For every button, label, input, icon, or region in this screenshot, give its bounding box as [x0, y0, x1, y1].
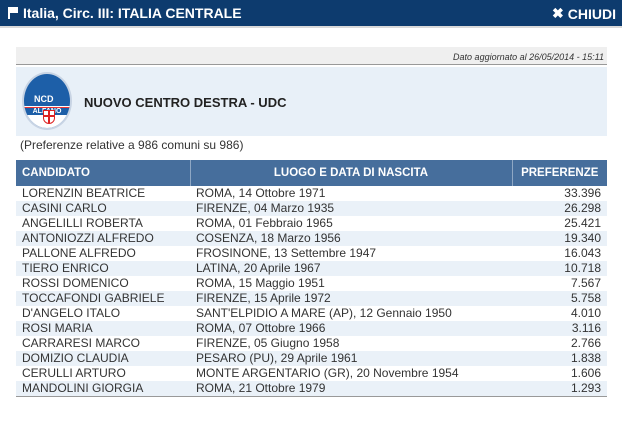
preferences: 1.293	[570, 381, 601, 395]
preferences: 10.718	[564, 261, 601, 275]
title-bar: Italia, Circ. III: ITALIA CENTRALE ✖ CHI…	[0, 0, 622, 28]
table-row: ANGELILLI ROBERTA ROMA, 01 Febbraio 1965 2…	[16, 216, 607, 231]
close-icon: ✖	[552, 5, 564, 21]
birth-info: ROMA, 14 Ottobre 1971	[196, 186, 326, 200]
shield-icon	[43, 110, 55, 124]
birth-info: SANT'ELPIDIO A MARE (AP), 12 Gennaio 195…	[196, 306, 452, 320]
birth-info: COSENZA, 18 Marzo 1956	[196, 231, 341, 245]
table-row: CARRARESI MARCO FIRENZE, 05 Giugno 1958 2.…	[16, 336, 607, 351]
party-header: NCDALFANO NUOVO CENTRO DESTRA - UDC	[16, 67, 607, 136]
column-header-candidato: CANDIDATO	[16, 160, 190, 186]
birth-info: LATINA, 20 Aprile 1967	[196, 261, 321, 275]
close-button[interactable]: ✖ CHIUDI	[552, 5, 616, 22]
preferences: 25.421	[564, 216, 601, 230]
table-row: CASINI CARLO FIRENZE, 04 Marzo 1935 26.298	[16, 201, 607, 216]
preferences: 16.043	[564, 246, 601, 260]
candidate-name: PALLONE ALFREDO	[22, 246, 136, 260]
window-title: Italia, Circ. III: ITALIA CENTRALE	[8, 5, 242, 21]
close-label: CHIUDI	[567, 5, 616, 22]
candidates-table: CANDIDATO LUOGO E DATA DI NASCITA PREFER…	[16, 160, 607, 397]
table-row: MANDOLINI GIORGIA ROMA, 21 Ottobre 1979 1.…	[16, 381, 607, 397]
preferences: 19.340	[564, 231, 601, 245]
birth-info: FIRENZE, 15 Aprile 1972	[196, 291, 331, 305]
column-header-preferenze: PREFERENZE	[511, 160, 607, 186]
candidate-name: LORENZIN BEATRICE	[22, 186, 146, 200]
candidate-name: ANGELILLI ROBERTA	[22, 216, 143, 230]
column-header-luogo: LUOGO E DATA DI NASCITA	[189, 160, 512, 186]
preferences: 1.606	[570, 366, 601, 380]
preferences: 1.838	[570, 351, 601, 365]
party-logo: NCDALFANO	[22, 72, 72, 130]
preferences-note: (Preferenze relative a 986 comuni su 986…	[20, 138, 244, 152]
birth-info: ROMA, 21 Ottobre 1979	[196, 381, 326, 395]
birth-info: ROMA, 01 Febbraio 1965	[196, 216, 333, 230]
candidate-name: ROSI MARIA	[22, 321, 93, 335]
preferences: 7.567	[570, 276, 601, 290]
preferences: 4.010	[570, 306, 601, 320]
candidate-name: DOMIZIO CLAUDIA	[22, 351, 129, 365]
preferences: 5.758	[570, 291, 601, 305]
update-info: Dato aggiornato al 26/05/2014 - 15:11	[16, 47, 607, 65]
candidate-name: CASINI CARLO	[22, 201, 107, 215]
birth-info: ROMA, 07 Ottobre 1966	[196, 321, 326, 335]
birth-info: ROMA, 15 Maggio 1951	[196, 276, 325, 290]
preferences: 3.116	[571, 321, 601, 335]
candidate-name: CERULLI ARTURO	[22, 366, 126, 380]
title-text: Italia, Circ. III: ITALIA CENTRALE	[23, 5, 242, 21]
table-row: CERULLI ARTURO MONTE ARGENTARIO (GR), 20 …	[16, 366, 607, 381]
table-row: TOCCAFONDI GABRIELE FIRENZE, 15 Aprile 19…	[16, 291, 607, 306]
table-row: TIERO ENRICO LATINA, 20 Aprile 1967 10.718	[16, 261, 607, 276]
table-row: D'ANGELO ITALO SANT'ELPIDIO A MARE (AP), …	[16, 306, 607, 321]
candidate-name: MANDOLINI GIORGIA	[22, 381, 144, 395]
preferences: 2.766	[570, 336, 601, 350]
flag-icon	[8, 7, 18, 19]
preferences: 33.396	[564, 186, 601, 200]
birth-info: MONTE ARGENTARIO (GR), 20 Novembre 1954	[196, 366, 459, 380]
candidate-name: CARRARESI MARCO	[22, 336, 141, 350]
table-row: PALLONE ALFREDO FROSINONE, 13 Settembre 1…	[16, 246, 607, 261]
candidate-name: ROSSI DOMENICO	[22, 276, 129, 290]
candidate-name: D'ANGELO ITALO	[22, 306, 121, 320]
preferences: 26.298	[564, 201, 601, 215]
birth-info: PESARO (PU), 29 Aprile 1961	[196, 351, 358, 365]
table-row: LORENZIN BEATRICE ROMA, 14 Ottobre 1971 33…	[16, 186, 607, 201]
candidate-name: TOCCAFONDI GABRIELE	[22, 291, 165, 305]
candidate-name: TIERO ENRICO	[22, 261, 109, 275]
table-row: ANTONIOZZI ALFREDO COSENZA, 18 Marzo 1956…	[16, 231, 607, 246]
table-row: DOMIZIO CLAUDIA PESARO (PU), 29 Aprile 19…	[16, 351, 607, 366]
candidate-name: ANTONIOZZI ALFREDO	[22, 231, 154, 245]
birth-info: FIRENZE, 04 Marzo 1935	[196, 201, 335, 215]
party-name: NUOVO CENTRO DESTRA - UDC	[84, 95, 287, 110]
birth-info: FIRENZE, 05 Giugno 1958	[196, 336, 340, 350]
table-row: ROSI MARIA ROMA, 07 Ottobre 1966 3.116	[16, 321, 607, 336]
table-row: ROSSI DOMENICO ROMA, 15 Maggio 1951 7.567	[16, 276, 607, 291]
birth-info: FROSINONE, 13 Settembre 1947	[196, 246, 377, 260]
